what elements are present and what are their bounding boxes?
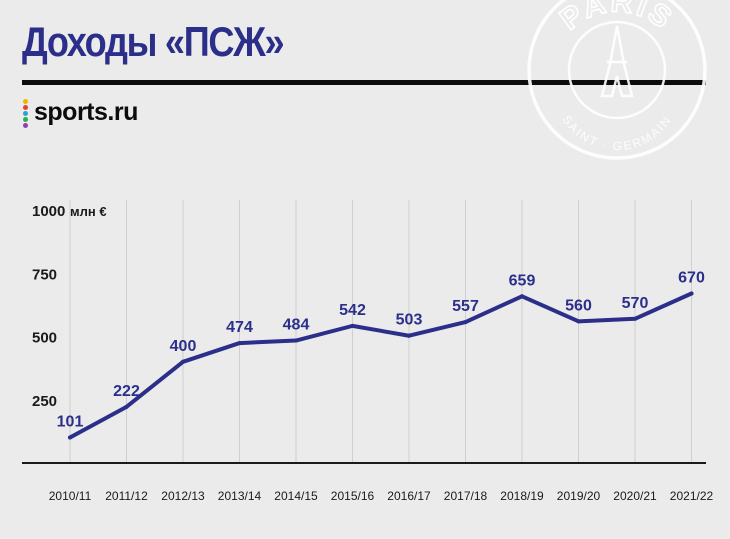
data-point bbox=[520, 294, 524, 299]
chart-grid bbox=[69, 200, 692, 463]
brand-dots-icon bbox=[22, 98, 30, 130]
data-point bbox=[124, 404, 129, 409]
data-label: 222 bbox=[113, 383, 140, 400]
x-tick-label: 2012/13 bbox=[161, 489, 205, 503]
x-axis: 2010/11 2011/12 2012/13 2013/14 2014/15 2015/… bbox=[22, 462, 714, 503]
brand-dot bbox=[23, 123, 28, 128]
y-tick-label: 500 bbox=[32, 330, 57, 347]
revenue-line bbox=[68, 291, 694, 440]
y-unit-label: млн € bbox=[70, 204, 107, 219]
x-tick-label: 2014/15 bbox=[274, 489, 318, 503]
data-point bbox=[237, 341, 242, 346]
y-axis: 250 500 750 1000 млн € bbox=[32, 203, 107, 410]
x-tick-label: 2020/21 bbox=[613, 489, 657, 503]
data-label: 560 bbox=[565, 297, 592, 314]
brand-dot bbox=[23, 105, 28, 110]
title-divider bbox=[22, 80, 706, 85]
y-tick-label: 250 bbox=[32, 393, 57, 410]
data-label: 570 bbox=[622, 295, 649, 312]
x-tick-label: 2017/18 bbox=[444, 489, 488, 503]
revenue-series bbox=[68, 291, 694, 440]
data-label: 503 bbox=[396, 312, 423, 329]
x-tick-label: 2016/17 bbox=[387, 489, 431, 503]
x-tick-label: 2015/16 bbox=[331, 489, 375, 503]
psg-crest-watermark-icon: PARIS SAINT · GERMAIN bbox=[527, 0, 707, 160]
data-label: 659 bbox=[509, 272, 536, 289]
x-tick-label: 2010/11 bbox=[49, 489, 92, 503]
x-tick-label: 2021/22 bbox=[670, 489, 714, 503]
data-label: 557 bbox=[452, 298, 479, 315]
data-point bbox=[633, 316, 637, 321]
data-point bbox=[181, 359, 185, 364]
brand-dot bbox=[23, 111, 28, 116]
data-point bbox=[576, 319, 581, 324]
data-label: 670 bbox=[678, 269, 705, 286]
data-point bbox=[294, 338, 298, 343]
x-tick-label: 2019/20 bbox=[557, 489, 601, 503]
brand-dot bbox=[23, 99, 28, 104]
y-tick-label: 1000 bbox=[32, 203, 65, 220]
data-label: 400 bbox=[170, 338, 197, 355]
data-point bbox=[407, 333, 411, 338]
y-tick-label: 750 bbox=[32, 266, 57, 283]
data-point bbox=[463, 320, 468, 325]
x-tick-label: 2011/12 bbox=[105, 489, 148, 503]
brand-name: sports.ru bbox=[34, 98, 138, 126]
brand-dot bbox=[23, 117, 28, 122]
data-label: 484 bbox=[283, 317, 310, 334]
data-labels: 101 222 400 474 484 542 503 557 659 560 570 670 bbox=[57, 269, 705, 430]
data-point bbox=[350, 323, 355, 328]
x-tick-label: 2013/14 bbox=[218, 489, 262, 503]
data-label: 474 bbox=[226, 319, 253, 336]
data-point bbox=[68, 435, 72, 440]
data-label: 101 bbox=[57, 413, 84, 430]
x-tick-label: 2018/19 bbox=[500, 489, 544, 503]
chart-title: Доходы «ПСЖ» bbox=[22, 18, 285, 65]
data-label: 542 bbox=[339, 302, 366, 319]
data-point bbox=[689, 291, 694, 296]
